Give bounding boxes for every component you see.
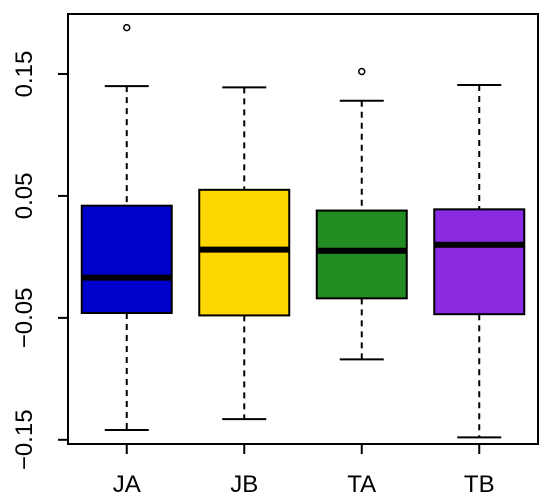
- y-tick-label: 0.15: [11, 51, 38, 98]
- y-tick-label: 0.05: [11, 173, 38, 220]
- x-tick-label: JB: [230, 471, 258, 498]
- box-jb: [198, 188, 291, 317]
- outlier-point: [358, 67, 366, 76]
- box-ta: [315, 209, 408, 300]
- y-tick-label: −0.15: [11, 409, 38, 470]
- x-tick-label: TA: [347, 471, 376, 498]
- box-tb: [433, 208, 526, 316]
- box-ja: [80, 204, 173, 314]
- plot-frame: [67, 13, 539, 445]
- x-tick-label: JA: [113, 471, 141, 498]
- x-tick-label: TB: [464, 471, 495, 498]
- outlier-point: [123, 23, 131, 32]
- y-tick-label: −0.05: [11, 287, 38, 348]
